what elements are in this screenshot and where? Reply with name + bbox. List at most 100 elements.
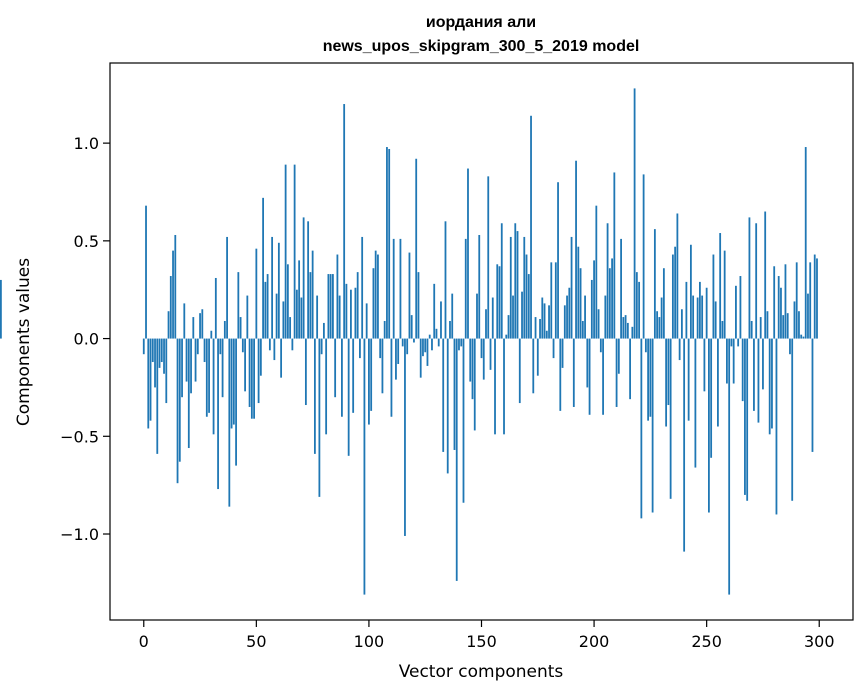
bar-component-196: [584, 295, 586, 339]
bar-component-151: [482, 338, 485, 380]
bar-component-10: [165, 338, 168, 404]
bar-component-34: [219, 338, 222, 355]
bar-component-59: [275, 293, 278, 339]
bar-component-160: [503, 338, 505, 435]
bar-component-232: [665, 338, 668, 427]
bar-component-13: [172, 250, 174, 339]
bar-component-82: [327, 274, 330, 339]
bar-component-131: [437, 338, 440, 347]
bar-component-271: [753, 338, 755, 411]
bar-component-222: [642, 174, 645, 339]
bar-component-63: [284, 164, 287, 339]
bar-component-217: [631, 326, 634, 339]
chart-title-line-2: news_upos_skipgram_300_5_2019 model: [323, 38, 640, 55]
bar-component-283: [780, 287, 782, 339]
bar-component-58: [273, 338, 276, 361]
bar-component-240: [683, 338, 686, 552]
bar-component-74: [309, 272, 312, 339]
bar-component-254: [714, 301, 717, 339]
bar-component-231: [662, 268, 665, 339]
bar-component-167: [518, 338, 521, 404]
bar-component-23: [194, 338, 197, 382]
bar-component-201: [595, 205, 598, 339]
bar-component-265: [739, 276, 742, 339]
bar-component-101: [370, 338, 373, 411]
bar-component-57: [271, 236, 274, 339]
bar-component-137: [451, 293, 454, 339]
bar-component-89: [343, 104, 346, 339]
bar-component-215: [626, 322, 629, 339]
x-tick-label: 50: [246, 632, 266, 651]
bar-component-293: [802, 336, 805, 339]
bar-component-117: [406, 338, 409, 355]
bar-component-266: [741, 338, 744, 402]
bar-component-281: [775, 338, 778, 515]
bar-component-15: [176, 338, 179, 484]
bar-component-85: [334, 338, 337, 398]
bar-component-20: [187, 338, 190, 449]
bar-component-236: [674, 246, 677, 339]
bar-component-83: [329, 274, 332, 339]
bar-component-295: [807, 293, 809, 339]
bar-component-166: [516, 231, 519, 339]
bar-component-61: [280, 338, 283, 378]
bar-component-70: [300, 297, 303, 339]
bar-component-43: [239, 317, 242, 339]
bar-component-102: [372, 268, 375, 339]
y-axis-label: Components values: [14, 258, 34, 426]
bar-component-138: [453, 338, 456, 450]
bar-component-81: [325, 338, 328, 435]
bar-component-229: [658, 317, 661, 339]
bar-component-19: [185, 338, 188, 382]
bar-component-243: [689, 244, 692, 339]
bar-component-211: [617, 338, 620, 374]
bar-component-209: [613, 172, 616, 339]
bar-component-5: [154, 338, 156, 388]
bar-component-84: [332, 274, 334, 339]
y-tick-label: −0.5: [60, 427, 99, 446]
bar-component-12: [169, 276, 172, 339]
bar-component-241: [685, 281, 688, 339]
bar-component-109: [388, 148, 391, 339]
bar-component-30: [210, 330, 213, 339]
bar-component-150: [480, 338, 483, 359]
bar-component-41: [235, 338, 237, 466]
bar-component-124: [422, 338, 424, 357]
bar-component-273: [757, 338, 760, 423]
bar-series: [0, 88, 818, 595]
x-axis-label: Vector components: [399, 662, 564, 682]
bar-component-121: [415, 158, 418, 339]
bar-component-274: [759, 317, 762, 339]
bar-component-183: [554, 262, 557, 339]
bar-component-97: [361, 236, 364, 339]
bar-component-79: [320, 338, 323, 355]
bar-component-36: [223, 320, 226, 339]
bar-component-272: [755, 223, 758, 339]
bar-component-237: [676, 213, 679, 339]
bar-component-291: [798, 311, 800, 339]
bar-component-188: [566, 295, 568, 339]
bar-component-286: [786, 313, 789, 339]
bar-component-80: [322, 322, 325, 339]
bar-component-16: [178, 338, 181, 462]
bar-component-255: [717, 338, 719, 427]
bar-component-90: [345, 283, 348, 339]
bar-component-173: [532, 338, 535, 394]
bar-component-53: [262, 197, 264, 339]
bar-component-296: [809, 262, 812, 339]
bar-component-126: [426, 338, 429, 366]
bar-component-0: [142, 338, 145, 355]
bar-component-252: [710, 338, 713, 458]
bar-component-228: [656, 311, 659, 339]
bar-component-282: [777, 276, 780, 339]
bar-component-213: [622, 317, 625, 339]
bar-component-195: [581, 320, 584, 339]
bar-component-110: [390, 338, 393, 417]
bar-component-132: [440, 301, 442, 339]
bar-component-147: [473, 338, 476, 431]
bar-component-235: [671, 254, 674, 339]
bar-component-264: [737, 338, 740, 347]
bar-component-276: [764, 211, 767, 339]
x-tick-label: 200: [579, 632, 610, 651]
